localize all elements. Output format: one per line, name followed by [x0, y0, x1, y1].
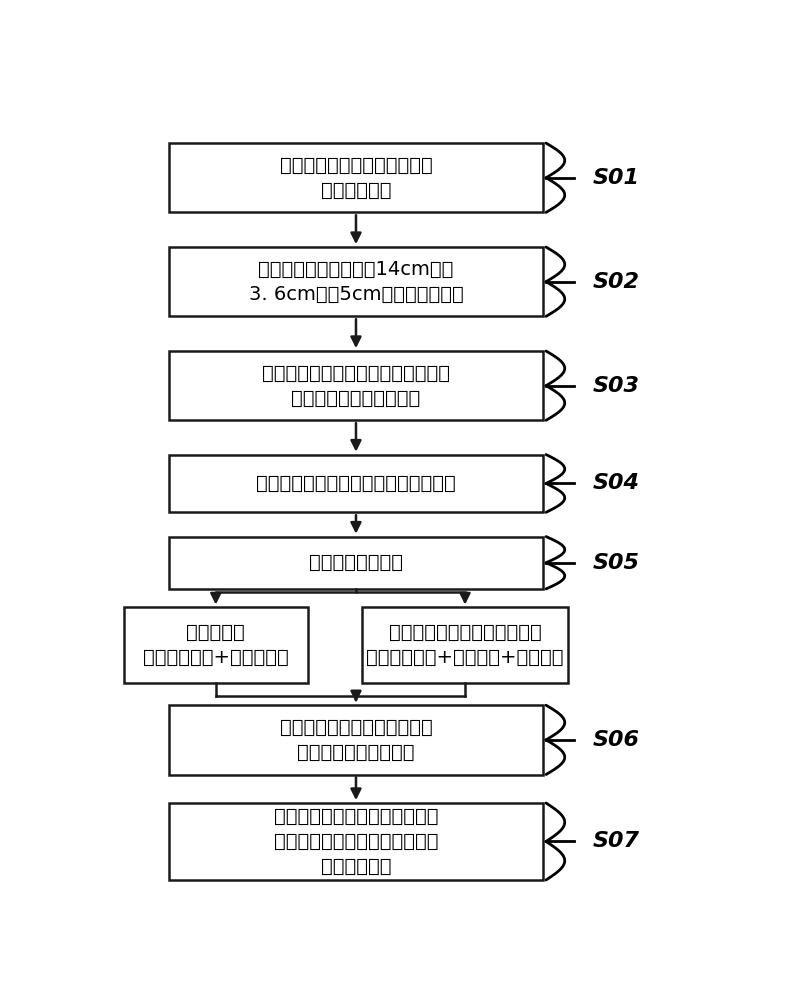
Text: 裂缝自支撑与支撑剂复合作用: 裂缝自支撑与支撑剂复合作用 [388, 623, 540, 642]
Text: 在岩板中部与两端的中线处打: 在岩板中部与两端的中线处打 [279, 718, 432, 737]
Text: 将作用于岩板的围压逐渐加载到: 将作用于岩板的围压逐渐加载到 [273, 807, 438, 826]
Bar [169, 351, 542, 420]
Text: 劈为厚度基本一致的两半: 劈为厚度基本一致的两半 [291, 388, 420, 407]
Text: 将上述储层材料加工成14cm长、: 将上述储层材料加工成14cm长、 [258, 260, 453, 279]
Text: S02: S02 [592, 272, 639, 292]
Bar [169, 143, 542, 212]
Text: S05: S05 [592, 553, 639, 573]
Bar [124, 607, 308, 683]
Text: （粗糙裂缝面+剪切位错+支撑剂）: （粗糙裂缝面+剪切位错+支撑剂） [366, 648, 563, 667]
Text: 3. 6cm宽、5cm厚的长方体岩板: 3. 6cm宽、5cm厚的长方体岩板 [248, 285, 463, 304]
Bar [169, 247, 542, 316]
Bar [169, 455, 542, 512]
Bar [169, 705, 542, 774]
Text: （粗糙裂缝面+剪切位错）: （粗糙裂缝面+剪切位错） [143, 648, 288, 667]
Text: S06: S06 [592, 730, 639, 750]
Bar [169, 803, 542, 880]
Bar [361, 607, 567, 683]
Bar [169, 537, 542, 589]
Text: 流能力的变化: 流能力的变化 [320, 857, 391, 876]
Text: 裂缝自支撑: 裂缝自支撑 [186, 623, 245, 642]
Text: 将岩板在储层有效闭合压力下沿中线: 将岩板在储层有效闭合压力下沿中线 [262, 364, 450, 383]
Text: S04: S04 [592, 473, 639, 493]
Text: 选取制作试件的致密储层岩心: 选取制作试件的致密储层岩心 [279, 156, 432, 175]
Text: 储层有效闭合应力，记录裂缝导: 储层有效闭合应力，记录裂缝导 [273, 832, 438, 851]
Text: 裂缝导流形态加工: 裂缝导流形态加工 [308, 553, 402, 572]
Text: S01: S01 [592, 168, 639, 188]
Text: 测压孔，连接测试管线: 测压孔，连接测试管线 [297, 743, 414, 762]
Text: 使用激光扫描仪对粗糙裂缝面进行扫描: 使用激光扫描仪对粗糙裂缝面进行扫描 [256, 474, 455, 493]
Text: S07: S07 [592, 831, 639, 851]
Text: 或同层位露头: 或同层位露头 [320, 181, 391, 200]
Text: S03: S03 [592, 376, 639, 396]
